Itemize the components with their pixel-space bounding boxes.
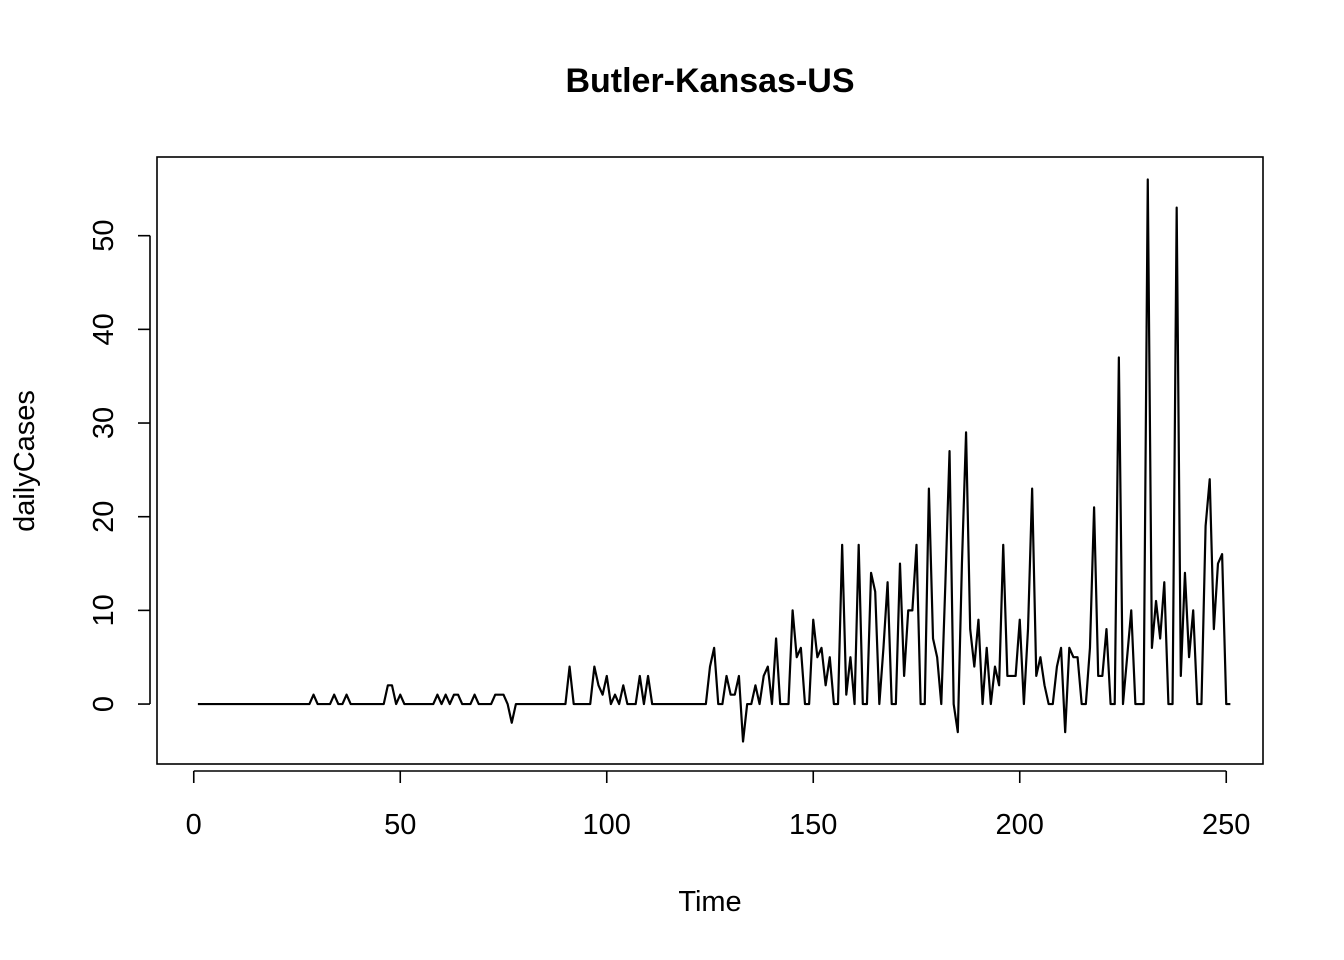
x-axis-label: Time — [678, 886, 741, 918]
y-tick-label: 10 — [88, 594, 120, 626]
x-tick-label: 150 — [789, 809, 837, 841]
x-axis: 0 50 100 150 200 250 — [186, 770, 1250, 841]
x-tick-label: 0 — [186, 809, 202, 841]
y-tick-label: 30 — [88, 407, 120, 439]
x-tick-label: 250 — [1202, 809, 1250, 841]
x-tick-label: 100 — [583, 809, 631, 841]
chart-title: Butler-Kansas-US — [565, 62, 854, 100]
y-axis-label: dailyCases — [9, 390, 41, 532]
y-axis: 0 10 20 30 40 50 — [88, 220, 151, 712]
y-tick-label: 0 — [88, 696, 120, 712]
plot-frame — [156, 156, 1264, 765]
y-tick-label: 20 — [88, 501, 120, 533]
x-tick-label: 200 — [996, 809, 1044, 841]
series-line — [197, 178, 1231, 743]
x-tick-label: 50 — [384, 809, 416, 841]
y-tick-label: 40 — [88, 313, 120, 345]
y-tick-label: 50 — [88, 220, 120, 252]
